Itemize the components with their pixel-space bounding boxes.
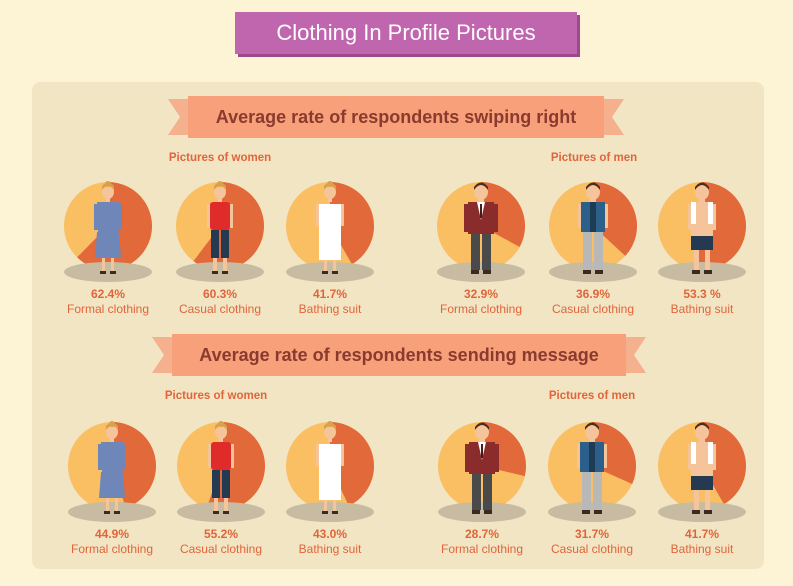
pie-item-man-bathing: 53.3 % Bathing suit [642, 176, 762, 336]
category-label: Formal clothing [440, 542, 524, 556]
figure-shadow [286, 502, 374, 522]
figure-shadow [437, 262, 525, 282]
pie-chart [438, 422, 526, 522]
figure-shadow [177, 502, 265, 522]
pie-chart [548, 422, 636, 522]
pie-item-woman-casual: 55.2% Casual clothing [161, 416, 281, 576]
subheading-women: Pictures of women [164, 390, 268, 402]
value-label: 32.9% [463, 287, 499, 301]
value-label: 28.7% [464, 527, 500, 541]
woman-bathing-figure-icon [316, 181, 344, 274]
pie-chart [437, 182, 525, 282]
value-label: 55.2% [203, 527, 239, 541]
subheading-men: Pictures of men [550, 152, 638, 164]
subheading-men: Pictures of men [548, 390, 636, 402]
value-label: 41.7% [684, 527, 720, 541]
pie-item-man-casual: 31.7% Casual clothing [532, 416, 652, 576]
figure-shadow [64, 262, 152, 282]
pie-chart [549, 182, 637, 282]
ribbon-shape [168, 96, 624, 138]
man-casual-figure-icon [577, 422, 607, 514]
value-label: 41.7% [312, 287, 348, 301]
category-label: Formal clothing [439, 302, 523, 316]
category-label: Casual clothing [550, 542, 634, 556]
section-banner-swiping: Average rate of respondents swiping righ… [168, 96, 624, 138]
category-label: Formal clothing [70, 542, 154, 556]
pie-item-woman-formal: 44.9% Formal clothing [52, 416, 172, 576]
category-label: Bathing suit [298, 302, 362, 316]
man-casual-figure-icon [578, 182, 608, 274]
category-label: Formal clothing [66, 302, 150, 316]
pie-item-woman-bathing: 41.7% Bathing suit [270, 176, 390, 336]
figure-shadow [658, 502, 746, 522]
subheading-women: Pictures of women [168, 152, 272, 164]
figure-shadow [176, 262, 264, 282]
ribbon-shape [152, 334, 646, 376]
pie-item-woman-casual: 60.3% Casual clothing [160, 176, 280, 336]
man-bathing-figure-icon [688, 182, 716, 274]
man-bathing-figure-icon [688, 422, 716, 514]
woman-casual-figure-icon [207, 181, 233, 274]
woman-formal-figure-icon [94, 181, 122, 274]
pie-chart [64, 181, 152, 282]
woman-formal-figure-icon [98, 421, 126, 514]
pie-chart [286, 421, 374, 522]
figure-shadow [438, 502, 526, 522]
woman-bathing-figure-icon [316, 421, 344, 514]
pie-slice-value [593, 182, 637, 256]
category-label: Casual clothing [178, 302, 262, 316]
man-formal-figure-icon [464, 182, 498, 274]
value-label: 31.7% [574, 527, 610, 541]
value-label: 44.9% [94, 527, 130, 541]
pie-chart [176, 181, 264, 282]
category-label: Bathing suit [670, 542, 734, 556]
pie-chart [658, 182, 746, 282]
page-title: Clothing In Profile Pictures [235, 12, 577, 54]
pie-chart [177, 421, 265, 522]
figure-shadow [658, 262, 746, 282]
section-heading: Average rate of respondents sending mess… [199, 345, 599, 365]
section-banner-message: Average rate of respondents sending mess… [152, 334, 646, 376]
category-label: Casual clothing [551, 302, 635, 316]
figure-shadow [286, 262, 374, 282]
pie-item-woman-formal: 62.4% Formal clothing [48, 176, 168, 336]
pie-item-woman-bathing: 43.0% Bathing suit [270, 416, 390, 576]
value-label: 62.4% [90, 287, 126, 301]
category-label: Bathing suit [298, 542, 362, 556]
figure-shadow [68, 502, 156, 522]
pie-item-man-bathing: 41.7% Bathing suit [642, 416, 762, 576]
pie-item-man-casual: 36.9% Casual clothing [533, 176, 653, 336]
pie-chart [286, 181, 374, 282]
figure-shadow [548, 502, 636, 522]
pie-item-man-formal: 28.7% Formal clothing [422, 416, 542, 576]
pie-chart [68, 421, 157, 522]
value-label: 60.3% [202, 287, 238, 301]
pie-chart [658, 422, 746, 522]
section-heading: Average rate of respondents swiping righ… [215, 107, 577, 127]
category-label: Bathing suit [670, 302, 734, 316]
pie-item-man-formal: 32.9% Formal clothing [421, 176, 541, 336]
category-label: Casual clothing [179, 542, 263, 556]
woman-casual-figure-icon [208, 421, 234, 514]
value-label: 53.3 % [683, 287, 721, 301]
content-panel [32, 82, 764, 569]
value-label: 43.0% [312, 527, 348, 541]
man-formal-figure-icon [465, 422, 499, 514]
value-label: 36.9% [575, 287, 611, 301]
figure-shadow [549, 262, 637, 282]
